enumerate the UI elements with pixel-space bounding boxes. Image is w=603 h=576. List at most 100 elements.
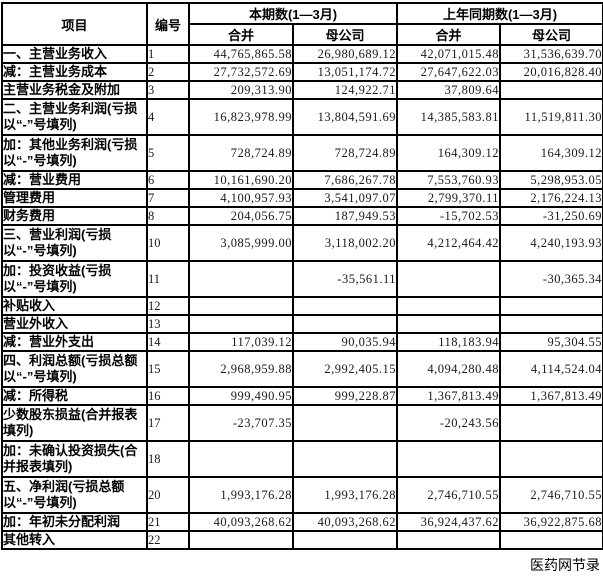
row-value: 37,809.64 [396, 80, 501, 100]
row-value: -35,561.11 [292, 260, 398, 298]
row-value: 42,071,015.48 [396, 44, 501, 64]
row-label: 五、净利润(亏损总额以“-”号填列) [1, 476, 148, 514]
row-line-number: 13 [146, 314, 190, 334]
row-label: 加：其他业务利润(亏损以“-”号填列) [1, 134, 148, 172]
row-value: 3,085,999.00 [188, 224, 294, 262]
header-row-2: 合并 母公司 合并 母公司 [2, 23, 603, 46]
row-line-number: 17 [146, 404, 190, 442]
row-value: -15,702.53 [396, 206, 501, 226]
row-value: 1,993,176.28 [292, 476, 398, 514]
row-label: 减：营业费用 [1, 170, 148, 190]
row-label: 加：投资收益(亏损以“-”号填列) [1, 260, 148, 298]
row-label: 其他转入 [1, 530, 148, 550]
row-label: 减：主营业务成本 [1, 62, 148, 82]
row-value: 1,367,813.49 [396, 386, 501, 406]
col-header-line-no: 编号 [146, 2, 190, 46]
row-value: 40,093,268.62 [292, 512, 398, 532]
row-value: 2,968,959.88 [188, 350, 294, 388]
row-value: 124,922.71 [292, 80, 398, 100]
col-header-prior-period: 上年同期数(1—3月) [396, 2, 603, 25]
row-value: 7,553,760.93 [396, 170, 501, 190]
row-value [396, 296, 501, 316]
row-value: 14,385,583.81 [396, 98, 501, 136]
row-value: 3,541,097.07 [292, 188, 398, 208]
row-label: 减：所得税 [1, 386, 148, 406]
row-label: 加：未确认投资损失(合并报表填列) [1, 440, 148, 478]
row-label: 营业外收入 [1, 314, 148, 334]
row-line-number: 7 [146, 188, 190, 208]
row-value [188, 296, 294, 316]
table-row: 主营业务税金及附加 3 209,313.90 124,922.71 37,809.64 [1, 80, 603, 100]
table-row: 补贴收入 12 [1, 296, 603, 316]
row-value: 2,992,405.15 [292, 350, 398, 388]
row-value: 31,536,639.70 [499, 44, 603, 64]
table-row: 管理费用 7 4,100,957.93 3,541,097.07 2,799,370.1… [1, 188, 603, 208]
row-label: 三、营业利润(亏损以“-”号填列) [1, 224, 148, 262]
row-line-number: 6 [146, 170, 190, 190]
row-value: 728,724.89 [292, 134, 398, 172]
row-value: 4,212,464.42 [396, 224, 501, 262]
row-value: 2,799,370.11 [396, 188, 501, 208]
col-header-current-consolidated: 合并 [188, 23, 294, 46]
row-value: 5,298,953.05 [499, 170, 603, 190]
row-value [499, 440, 603, 478]
col-header-prior-parent: 母公司 [499, 23, 603, 46]
table-row: 少数股东损益(合并报表填列) 17 -23,707.35 -20,243.56 [1, 404, 603, 442]
table-row: 五、净利润(亏损总额以“-”号填列) 20 1,993,176.28 1,993,17… [1, 476, 603, 514]
row-value: 13,051,174.72 [292, 62, 398, 82]
row-value: 16,823,978.99 [188, 98, 294, 136]
row-value: 95,304.55 [499, 332, 603, 352]
row-value [396, 260, 501, 298]
table-row: 减：营业费用 6 10,161,690.20 7,686,267.78 7,553,76… [1, 170, 603, 190]
table-row: 其他转入 22 [1, 530, 603, 550]
table-row: 加：年初未分配利润 21 40,093,268.62 40,093,268.62 36,… [1, 512, 603, 532]
row-value [396, 440, 501, 478]
row-value [396, 314, 501, 334]
table-header: 项目 编号 本期数(1—3月) 上年同期数(1—3月) 合并 母公司 合并 母公… [1, 2, 603, 46]
row-line-number: 16 [146, 386, 190, 406]
row-value [292, 314, 398, 334]
row-value: 36,924,437.62 [396, 512, 501, 532]
row-value [499, 80, 603, 100]
row-line-number: 1 [146, 44, 190, 64]
row-value: 728,724.89 [188, 134, 294, 172]
row-value [188, 260, 294, 298]
table-row: 一、主营业务收入 1 44,765,865.58 26,980,689.12 42,07… [1, 44, 603, 64]
table-row: 二、主营业务利润(亏损以“-”号填列) 4 16,823,978.99 13,804,… [1, 98, 603, 136]
row-value [292, 404, 398, 442]
row-line-number: 3 [146, 80, 190, 100]
table-row: 加：投资收益(亏损以“-”号填列) 11 -35,561.11 -30,365.34 [1, 260, 603, 298]
row-label: 少数股东损益(合并报表填列) [1, 404, 148, 442]
col-header-current-period: 本期数(1—3月) [188, 2, 398, 25]
col-header-prior-consolidated: 合并 [396, 23, 501, 46]
row-value: 11,519,811.30 [499, 98, 603, 136]
row-value [292, 296, 398, 316]
row-label: 管理费用 [1, 188, 148, 208]
table-row: 营业外收入 13 [1, 314, 603, 334]
row-value: 2,746,710.55 [396, 476, 501, 514]
row-value: 4,094,280.48 [396, 350, 501, 388]
row-value [499, 314, 603, 334]
row-value [499, 404, 603, 442]
row-value: 44,765,865.58 [188, 44, 294, 64]
row-line-number: 4 [146, 98, 190, 136]
row-value [292, 530, 398, 550]
row-value [499, 530, 603, 550]
income-statement-table: 项目 编号 本期数(1—3月) 上年同期数(1—3月) 合并 母公司 合并 母公… [1, 2, 603, 550]
row-value: 2,746,710.55 [499, 476, 603, 514]
row-line-number: 12 [146, 296, 190, 316]
row-value: 209,313.90 [188, 80, 294, 100]
row-value: -23,707.35 [188, 404, 294, 442]
table-row: 三、营业利润(亏损以“-”号填列) 10 3,085,999.00 3,118,002… [1, 224, 603, 262]
row-label: 主营业务税金及附加 [1, 80, 148, 100]
row-value: 4,114,524.04 [499, 350, 603, 388]
row-value: 4,240,193.93 [499, 224, 603, 262]
row-label: 财务费用 [1, 206, 148, 226]
row-value: 999,228.87 [292, 386, 398, 406]
row-value: 1,993,176.28 [188, 476, 294, 514]
row-value: 3,118,002.20 [292, 224, 398, 262]
row-value: 20,016,828.40 [499, 62, 603, 82]
table-row: 四、利润总额(亏损总额以“-”号填列) 15 2,968,959.88 2,992,4… [1, 350, 603, 388]
row-value: 27,647,622.03 [396, 62, 501, 82]
